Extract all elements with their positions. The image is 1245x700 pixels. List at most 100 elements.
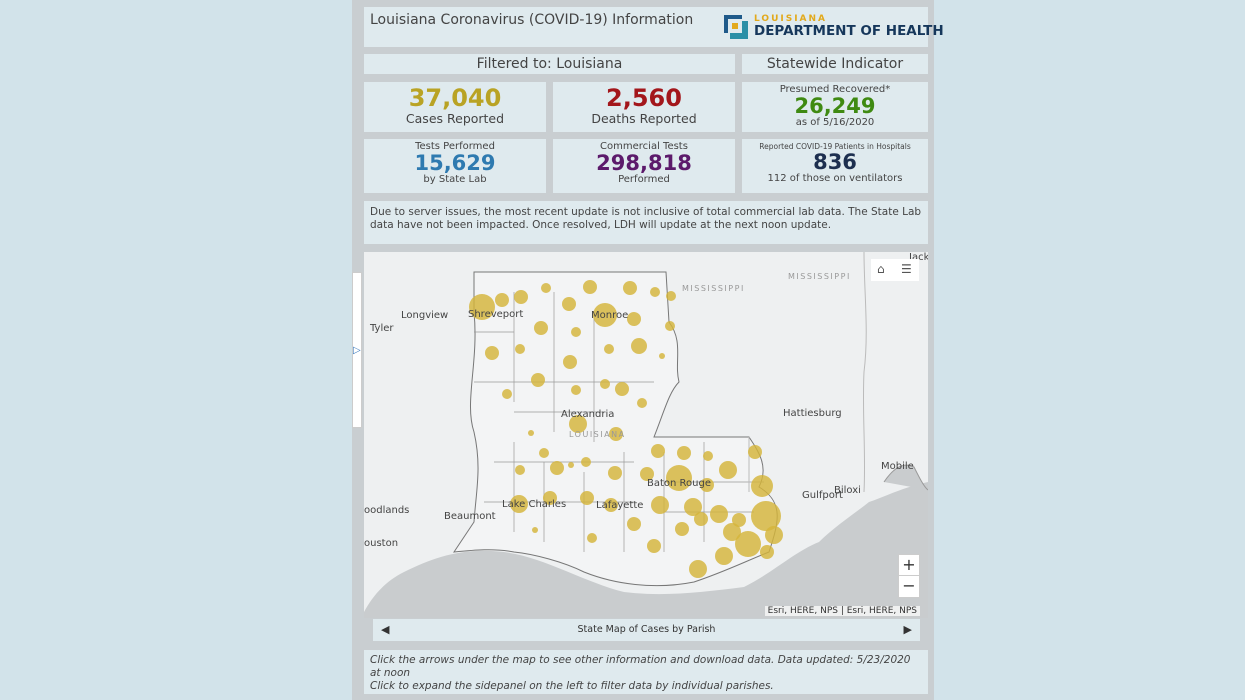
hospital-card: Reported COVID-19 Patients in Hospitals … <box>742 139 928 193</box>
parish-case-bubble[interactable] <box>510 495 528 513</box>
parish-case-bubble[interactable] <box>528 430 534 436</box>
recovered-value: 26,249 <box>794 94 876 118</box>
commercial-tests-sub: Performed <box>618 174 670 185</box>
parish-case-bubble[interactable] <box>703 451 713 461</box>
ldh-logo[interactable]: LOUISIANA DEPARTMENT OF HEALTH <box>722 11 944 43</box>
parish-case-bubble[interactable] <box>689 560 707 578</box>
parish-case-bubble[interactable] <box>543 491 557 505</box>
map-toolbar: ⌂ ☰ <box>871 259 919 281</box>
parish-case-bubble[interactable] <box>765 526 783 544</box>
parish-case-bubble[interactable] <box>735 531 761 557</box>
parish-case-bubble[interactable] <box>723 523 741 541</box>
parish-case-bubble[interactable] <box>515 344 525 354</box>
parish-case-bubble[interactable] <box>650 287 660 297</box>
parish-case-bubble[interactable] <box>675 522 689 536</box>
parish-case-bubble[interactable] <box>580 491 594 505</box>
parish-case-bubble[interactable] <box>677 446 691 460</box>
parish-case-bubble[interactable] <box>647 539 661 553</box>
parish-case-bubble[interactable] <box>581 457 591 467</box>
parish-case-bubble[interactable] <box>571 385 581 395</box>
parish-case-bubble[interactable] <box>751 475 773 497</box>
map-label-alexandria: Alexandria <box>561 409 615 420</box>
logo-department-text: DEPARTMENT OF HEALTH <box>754 23 944 39</box>
parish-case-bubble[interactable] <box>615 382 629 396</box>
parish-case-bubble[interactable] <box>700 478 714 492</box>
parish-case-bubble[interactable] <box>568 462 574 468</box>
map-label-woodlands: oodlands <box>364 505 410 516</box>
commercial-tests-label: Commercial Tests <box>600 141 688 152</box>
map-label-monroe: Monroe <box>591 310 629 321</box>
zoom-out-button[interactable]: − <box>902 576 916 595</box>
case-bubbles <box>469 280 783 578</box>
parish-case-bubble[interactable] <box>514 290 528 304</box>
parish-case-bubble[interactable] <box>485 346 499 360</box>
parish-case-bubble[interactable] <box>469 294 495 320</box>
parish-case-bubble[interactable] <box>541 283 551 293</box>
map-label-beaumont: Beaumont <box>444 511 496 522</box>
parish-case-bubble[interactable] <box>651 444 665 458</box>
parish-case-bubble[interactable] <box>604 498 618 512</box>
legend-list-icon[interactable]: ☰ <box>901 262 912 276</box>
parish-case-bubble[interactable] <box>719 461 737 479</box>
sidepanel-expand-tab[interactable]: ▷ <box>352 272 362 428</box>
map-label-mobile: Mobile <box>881 461 914 472</box>
parish-case-bubble[interactable] <box>640 467 654 481</box>
parish-case-bubble[interactable] <box>710 505 728 523</box>
parish-case-bubble[interactable] <box>593 303 617 327</box>
parish-case-bubble[interactable] <box>515 465 525 475</box>
parish-case-bubble[interactable] <box>637 398 647 408</box>
map-caption: State Map of Cases by Parish <box>577 624 716 635</box>
parish-map[interactable]: MISSISSIPPI MISSISSIPPI LOUISIANA Jackso… <box>364 252 928 618</box>
parish-case-bubble[interactable] <box>571 327 581 337</box>
parish-case-bubble[interactable] <box>623 281 637 295</box>
recovered-label: Presumed Recovered* <box>779 84 891 95</box>
parish-case-bubble[interactable] <box>751 501 781 531</box>
zoom-in-button[interactable]: + <box>899 555 919 576</box>
statewide-label: Statewide Indicator <box>742 54 928 74</box>
map-label-longview: Longview <box>401 310 449 321</box>
parish-case-bubble[interactable] <box>732 513 746 527</box>
parish-case-bubble[interactable] <box>627 312 641 326</box>
parish-case-bubble[interactable] <box>587 533 597 543</box>
hospital-sub: 112 of those on ventilators <box>767 173 903 184</box>
parish-case-bubble[interactable] <box>627 517 641 531</box>
parish-case-bubble[interactable] <box>495 293 509 307</box>
parish-case-bubble[interactable] <box>569 415 587 433</box>
next-arrow-icon[interactable]: ▶ <box>903 623 912 636</box>
map-label-baton-rouge: Baton Rouge <box>647 478 711 489</box>
map-attribution: Esri, HERE, NPS | Esri, HERE, NPS <box>764 606 920 616</box>
parish-case-bubble[interactable] <box>665 321 675 331</box>
parish-case-bubble[interactable] <box>609 427 623 441</box>
parish-case-bubble[interactable] <box>684 498 702 516</box>
parish-case-bubble[interactable] <box>562 297 576 311</box>
parish-case-bubble[interactable] <box>666 465 692 491</box>
parish-case-bubble[interactable] <box>532 527 538 533</box>
parish-case-bubble[interactable] <box>534 321 548 335</box>
parish-case-bubble[interactable] <box>550 461 564 475</box>
map-label-biloxi: Biloxi <box>834 485 861 496</box>
parish-case-bubble[interactable] <box>659 353 665 359</box>
deaths-value: 2,560 <box>606 84 682 112</box>
parish-case-bubble[interactable] <box>583 280 597 294</box>
parish-case-bubble[interactable] <box>604 344 614 354</box>
home-icon[interactable]: ⌂ <box>877 262 885 276</box>
previous-arrow-icon[interactable]: ◀ <box>381 623 390 636</box>
parish-case-bubble[interactable] <box>600 379 610 389</box>
parish-case-bubble[interactable] <box>715 547 733 565</box>
hospital-label: Reported COVID-19 Patients in Hospitals <box>759 142 911 151</box>
parish-case-bubble[interactable] <box>539 448 549 458</box>
parish-case-bubble[interactable] <box>608 466 622 480</box>
footer-line-1: Click the arrows under the map to see ot… <box>370 654 911 679</box>
map-label-louisiana: LOUISIANA <box>569 430 626 439</box>
parish-case-bubble[interactable] <box>631 338 647 354</box>
parish-case-bubble[interactable] <box>651 496 669 514</box>
parish-case-bubble[interactable] <box>502 389 512 399</box>
parish-case-bubble[interactable] <box>748 445 762 459</box>
server-notice: Due to server issues, the most recent up… <box>364 201 928 244</box>
parish-case-bubble[interactable] <box>694 512 708 526</box>
parish-case-bubble[interactable] <box>563 355 577 369</box>
parish-case-bubble[interactable] <box>531 373 545 387</box>
parish-case-bubble[interactable] <box>666 291 676 301</box>
map-label-mississippi-2: MISSISSIPPI <box>788 272 851 281</box>
parish-case-bubble[interactable] <box>760 545 774 559</box>
